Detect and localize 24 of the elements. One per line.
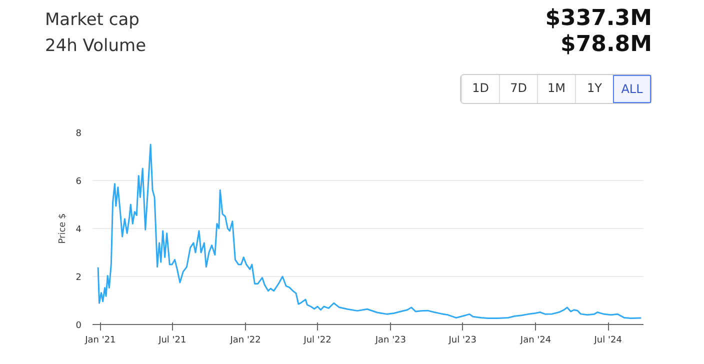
text: $78.8M bbox=[560, 32, 652, 57]
line-series bbox=[97, 144, 642, 320]
y-tick-label: 0 bbox=[76, 321, 82, 331]
x-tick-label: Jan '21 bbox=[84, 336, 116, 346]
y-axis-title: Price $ bbox=[58, 213, 68, 244]
y-tick-label: 4 bbox=[76, 225, 82, 235]
x-tick-label: Jul '22 bbox=[302, 336, 332, 346]
y-tick-label: 8 bbox=[76, 129, 82, 139]
x-tick-label: Jul '21 bbox=[158, 336, 186, 346]
text: 7D bbox=[499, 75, 537, 103]
text: ALL bbox=[613, 75, 651, 103]
y-tick-label: 2 bbox=[76, 273, 82, 283]
x-tick-label: Jan '22 bbox=[229, 336, 261, 346]
x-tick-label: Jul '24 bbox=[593, 336, 622, 346]
x-tick-label: Jan '23 bbox=[374, 336, 406, 346]
text: 1D bbox=[461, 75, 499, 103]
y-tick-label: 6 bbox=[76, 177, 82, 187]
text: 1Y bbox=[575, 75, 613, 103]
text: $337.3M bbox=[545, 6, 652, 31]
text: 24h Volume bbox=[45, 36, 146, 56]
text: Market cap bbox=[45, 10, 140, 30]
text: 1M bbox=[537, 75, 575, 103]
x-tick-label: Jan '24 bbox=[519, 336, 552, 346]
x-tick-label: Jul '23 bbox=[448, 336, 476, 346]
